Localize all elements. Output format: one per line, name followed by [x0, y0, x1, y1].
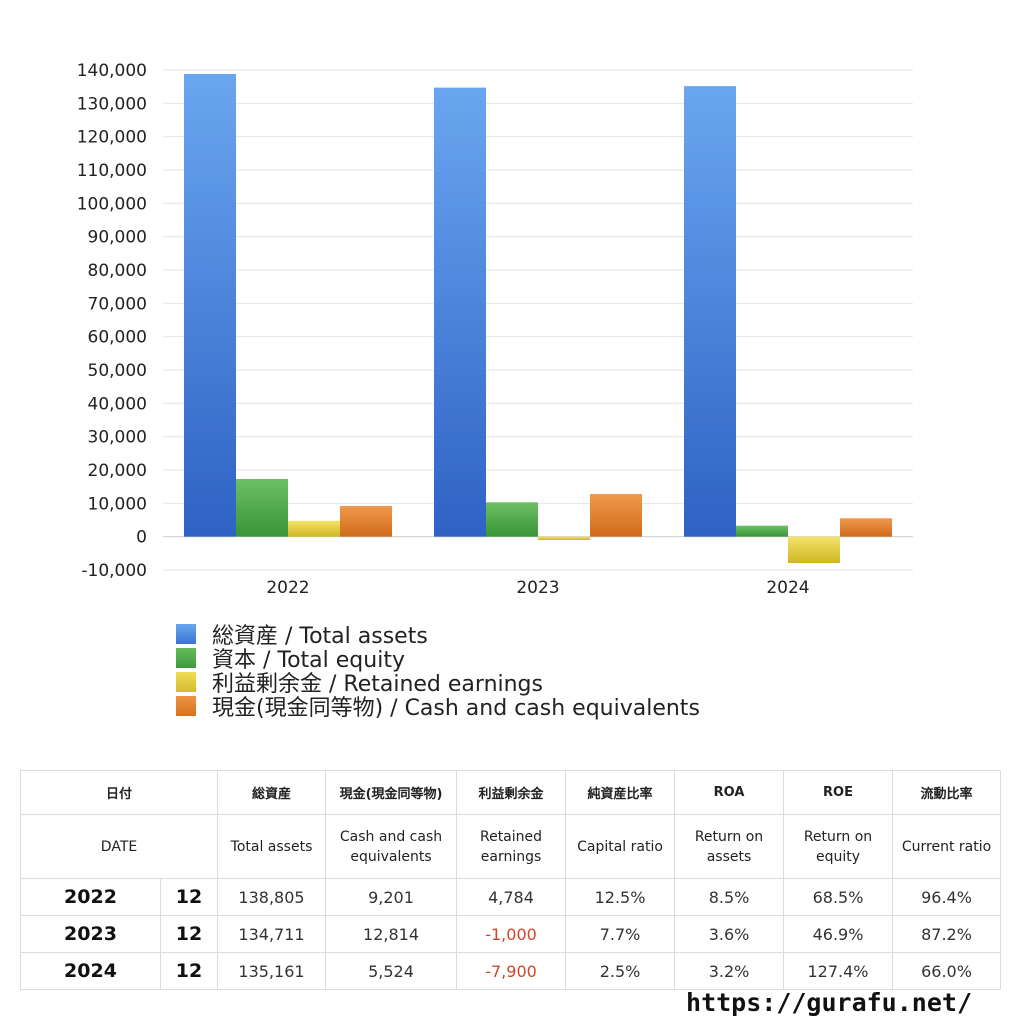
cell-roe: 68.5% — [783, 878, 894, 916]
bar-total-equity — [486, 502, 538, 537]
row-year: 2022 — [20, 878, 161, 916]
bar-retained-earnings — [538, 536, 590, 540]
cell-capital-ratio: 12.5% — [565, 878, 676, 916]
header-total-assets-en: Total assets — [217, 814, 327, 879]
bar-total-assets — [184, 73, 236, 537]
cell-current-ratio: 96.4% — [892, 878, 1002, 916]
cell-total-assets: 138,805 — [217, 878, 327, 916]
table-row: 2023 12 134,711 12,814 -1,000 7.7% 3.6% … — [20, 915, 1002, 953]
legend-item-total-assets: 総資産 / Total assets — [176, 622, 700, 649]
cell-total-assets: 135,161 — [217, 952, 327, 990]
bar-retained-earnings — [788, 536, 840, 563]
y-tick-label: 10,000 — [88, 494, 147, 514]
cell-current-ratio: 66.0% — [892, 952, 1002, 990]
chart-area: 140,000 130,000 120,000 110,000 100,000 90,00… — [77, 61, 913, 598]
bar-total-equity — [236, 479, 288, 537]
cell-retained: -1,000 — [456, 915, 567, 953]
header-retained-jp: 利益剰余金 — [456, 770, 567, 815]
header-roa-en: Return on assets — [674, 814, 785, 879]
cell-roe: 46.9% — [783, 915, 894, 953]
legend-swatch — [176, 696, 196, 716]
y-tick-label: 90,000 — [88, 228, 147, 248]
header-roe-en: Return on equity — [783, 814, 894, 879]
legend-item-total-equity: 資本 / Total equity — [176, 646, 700, 673]
y-tick-label: 70,000 — [88, 294, 147, 314]
y-tick-label: 120,000 — [77, 128, 147, 148]
y-tick-label: 40,000 — [88, 394, 147, 414]
header-date-en: DATE — [19, 814, 219, 879]
cell-roa: 8.5% — [674, 878, 785, 916]
y-tick-label: 50,000 — [88, 361, 147, 381]
cell-roa: 3.6% — [674, 915, 785, 953]
legend-label: 現金(現金同等物) / Cash and cash equivalents — [212, 696, 700, 721]
legend-swatch — [176, 648, 196, 668]
bar-total-equity — [736, 525, 788, 537]
y-tick-label: 30,000 — [88, 428, 147, 448]
cell-roe: 127.4% — [783, 952, 894, 990]
header-total-assets-jp: 総資産 — [217, 770, 327, 815]
x-tick-label: 2023 — [516, 578, 559, 598]
cell-current-ratio: 87.2% — [892, 915, 1002, 953]
table-row: 2024 12 135,161 5,524 -7,900 2.5% 3.2% 1… — [20, 952, 1002, 990]
y-tick-label: -10,000 — [81, 561, 147, 581]
table-header-row-en: DATE Total assets Cash and cash equivale… — [19, 814, 1002, 879]
cell-capital-ratio: 7.7% — [565, 915, 676, 953]
table-header-row-jp: 日付 総資産 現金(現金同等物) 利益剰余金 純資産比率 ROA ROE 流動比… — [19, 770, 1002, 815]
cell-cash: 12,814 — [325, 915, 458, 953]
cell-cash: 5,524 — [325, 952, 458, 990]
bar-total-assets — [684, 86, 736, 537]
x-tick-label: 2024 — [766, 578, 809, 598]
cell-retained: -7,900 — [456, 952, 567, 990]
bar-retained-earnings — [288, 520, 340, 537]
cell-capital-ratio: 2.5% — [565, 952, 676, 990]
table-row: 2022 12 138,805 9,201 4,784 12.5% 8.5% 6… — [20, 878, 1002, 916]
y-tick-label: 100,000 — [77, 194, 147, 214]
y-tick-label: 20,000 — [88, 461, 147, 481]
bar-cash — [340, 505, 392, 537]
legend-item-cash: 現金(現金同等物) / Cash and cash equivalents — [176, 694, 700, 721]
header-roa: ROA — [674, 770, 785, 815]
y-tick-label: 60,000 — [88, 328, 147, 348]
header-roe: ROE — [783, 770, 894, 815]
legend-swatch — [176, 672, 196, 692]
y-tick-label: 80,000 — [88, 261, 147, 281]
header-capital-ratio-jp: 純資産比率 — [565, 770, 676, 815]
cell-retained: 4,784 — [456, 878, 567, 916]
header-retained-en: Retained earnings — [456, 814, 567, 879]
row-year: 2024 — [20, 952, 161, 990]
row-month: 12 — [159, 952, 219, 990]
legend-swatch — [176, 624, 196, 644]
cell-roa: 3.2% — [674, 952, 785, 990]
y-tick-label: 140,000 — [77, 61, 147, 81]
header-cash-jp: 現金(現金同等物) — [325, 770, 458, 815]
header-date-jp: 日付 — [19, 770, 219, 815]
header-current-ratio-jp: 流動比率 — [892, 770, 1002, 815]
row-month: 12 — [159, 878, 219, 916]
row-month: 12 — [159, 915, 219, 953]
bar-cash — [840, 518, 892, 537]
row-year: 2023 — [20, 915, 161, 953]
cell-total-assets: 134,711 — [217, 915, 327, 953]
bar-cash — [590, 493, 642, 537]
bar-chart: 140,000 130,000 120,000 110,000 100,000 90,00… — [77, 61, 913, 598]
x-tick-label: 2022 — [266, 578, 309, 598]
y-tick-label: 130,000 — [77, 94, 147, 114]
legend-label: 総資産 / Total assets — [212, 624, 428, 649]
financial-data-table: 日付 総資産 現金(現金同等物) 利益剰余金 純資産比率 ROA ROE 流動比… — [19, 770, 1002, 990]
header-capital-ratio-en: Capital ratio — [565, 814, 676, 879]
legend-label: 資本 / Total equity — [212, 648, 405, 673]
header-cash-en: Cash and cash equivalents — [325, 814, 458, 879]
chart-legend: 総資産 / Total assets 資本 / Total equity 利益剰… — [176, 622, 700, 721]
bar-total-assets — [434, 87, 486, 537]
site-url: https://gurafu.net/ — [686, 988, 972, 1017]
legend-item-retained-earnings: 利益剰余金 / Retained earnings — [176, 670, 700, 697]
y-tick-label: 110,000 — [77, 161, 147, 181]
header-current-ratio-en: Current ratio — [892, 814, 1002, 879]
y-tick-label: 0 — [136, 528, 147, 548]
cell-cash: 9,201 — [325, 878, 458, 916]
legend-label: 利益剰余金 / Retained earnings — [212, 672, 543, 697]
